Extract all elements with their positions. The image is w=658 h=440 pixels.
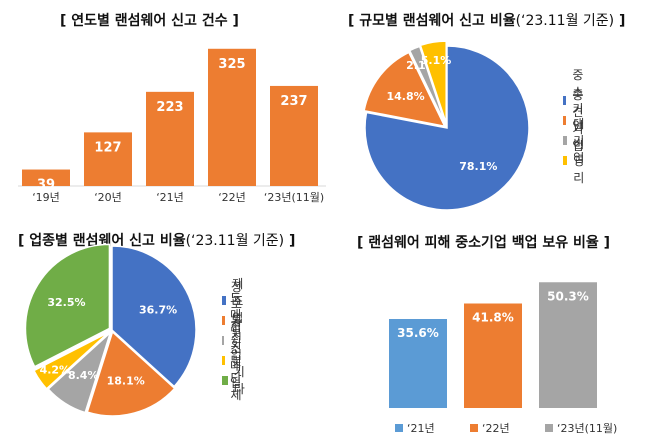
legend-label: 협회 및 단체 (230, 319, 242, 402)
legend-label: ‘23년(11월) (557, 422, 617, 435)
legend-swatch (222, 295, 227, 305)
x-tick-label: ‘19년 (32, 191, 60, 204)
legend-item: 제조업 (222, 277, 248, 325)
pie-slice (111, 245, 197, 388)
slice-data-label: 4.2% (40, 364, 71, 377)
legend-swatch (563, 155, 568, 165)
legend-label: 중소기업 (572, 68, 584, 133)
legend-swatch (222, 315, 225, 325)
bar (270, 85, 318, 186)
legend-item: 비영리 (563, 137, 589, 185)
legend-swatch (563, 115, 567, 125)
legend-item: 대기업 (563, 117, 589, 165)
slice-data-label: 18.1% (107, 375, 145, 388)
title-subtitle: (‘23.11월 기준) (515, 13, 615, 29)
title-end: ] (619, 13, 626, 29)
chart-title: [ 랜섬웨어 피해 중소기업 백업 보유 비율 ] (357, 235, 610, 251)
legend-item: 정보통신업 (222, 280, 248, 362)
slice-data-label: 8.4% (68, 369, 99, 382)
slice-data-label: 36.7% (139, 304, 177, 317)
chart-title: [ 업종별 랜섬웨어 신고 비율(‘23.11월 기준) ] (18, 230, 295, 250)
legend-label: ‘22년 (482, 422, 510, 435)
bar (208, 48, 256, 187)
pie-slice (419, 40, 447, 124)
pie-slice (408, 45, 447, 125)
legend-item: 협회 및 단체 (222, 320, 248, 402)
pie-slice (32, 331, 110, 390)
title-main: [ 업종별 랜섬웨어 신고 비율 (18, 233, 186, 249)
chart-title: [ 규모별 랜섬웨어 신고 비율(‘23.11월 기준) ] (348, 10, 625, 30)
x-tick-label: ‘20년 (94, 191, 122, 204)
legend: 제조업 정보통신업 도매 및 소매업 협회 및 단체 기타 (222, 277, 248, 402)
x-tick-label: ‘21년 (156, 191, 184, 204)
bar (22, 169, 70, 186)
pie-slice (24, 243, 111, 368)
title-end: ] (289, 233, 296, 249)
x-tick-label: ‘22년 (218, 191, 246, 204)
legend-label: 대기업 (573, 116, 585, 165)
legend-swatch (222, 355, 225, 365)
bar-data-label: 41.8% (472, 311, 514, 325)
legend-label: 비영리 (573, 136, 585, 185)
legend: 중소기업 중견기업 대기업 비영리 (563, 68, 589, 185)
legend-swatch (545, 424, 553, 432)
slice-data-label: 14.8% (386, 90, 424, 103)
bar-data-label: 325 (218, 57, 245, 72)
title-subtitle: (‘23.11월 기준) (185, 233, 285, 249)
legend-label: 도매 및 소매업 (230, 291, 242, 390)
chart-title: [ 연도별 랜섬웨어 신고 건수 ] (60, 13, 239, 29)
legend-label: ‘21년 (407, 422, 435, 435)
bar-data-label: 237 (280, 94, 307, 109)
bar-data-label: 35.6% (397, 326, 439, 340)
bar-data-label: 39 (37, 178, 55, 193)
pie-slice (364, 45, 530, 211)
pie-slice (86, 330, 176, 417)
slice-data-label: 32.5% (47, 296, 85, 309)
legend-item: 중소기업 (563, 68, 589, 133)
legend-swatch (563, 95, 567, 105)
legend-swatch (222, 375, 228, 385)
legend-swatch (563, 135, 568, 145)
legend-swatch (222, 335, 225, 345)
legend-label: 기타 (233, 365, 245, 396)
legend-label: 정보통신업 (230, 279, 242, 362)
pie-slice (47, 330, 112, 414)
x-tick-label: ‘23년(11월) (264, 191, 324, 204)
bar-data-label: 50.3% (547, 289, 589, 303)
bar-data-label: 127 (94, 140, 121, 155)
bar (539, 282, 597, 408)
title-main: [ 규모별 랜섬웨어 신고 비율 (348, 13, 516, 29)
legend-swatch (470, 424, 478, 432)
legend-swatch (395, 424, 403, 432)
legend-item: 중견기업 (563, 88, 589, 153)
bar (389, 319, 447, 408)
legend-item: 기타 (222, 365, 248, 396)
bar-data-label: 223 (156, 100, 183, 115)
bar (464, 303, 522, 408)
bar (84, 132, 132, 186)
legend-label: 제조업 (232, 276, 244, 325)
slice-data-label: 78.1% (459, 160, 497, 173)
bar (146, 91, 194, 186)
legend-item: 도매 및 소매업 (222, 291, 248, 390)
pie-slice (363, 51, 446, 128)
legend-label: 중견기업 (572, 88, 584, 153)
slice-data-label: 5.1% (421, 54, 452, 67)
